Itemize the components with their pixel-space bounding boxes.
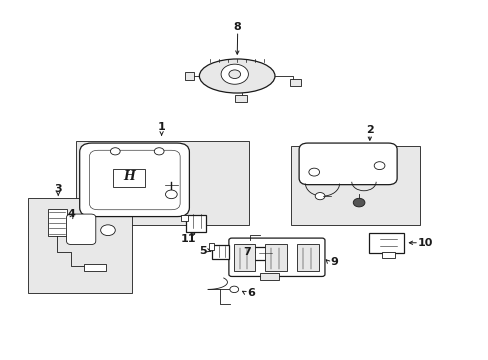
Text: H: H [123,170,135,183]
FancyBboxPatch shape [80,143,189,217]
Text: 10: 10 [416,238,432,248]
Ellipse shape [199,59,274,93]
Bar [260,273,278,280]
Bar [382,252,394,258]
Text: 11: 11 [180,234,196,244]
Text: 3: 3 [54,184,62,194]
Text: 7: 7 [243,247,250,257]
FancyBboxPatch shape [89,150,180,210]
Bar [251,247,275,260]
Circle shape [315,193,325,200]
Text: 1: 1 [158,122,165,132]
Bar [289,79,300,86]
Text: 9: 9 [329,257,338,267]
Bar [265,244,286,271]
Bar [184,72,194,80]
Circle shape [165,190,177,199]
Bar [76,140,249,225]
Text: 8: 8 [233,22,241,32]
Circle shape [308,168,319,176]
Bar [185,215,206,232]
Bar [290,146,419,225]
Circle shape [229,286,238,293]
Bar [181,215,188,221]
Bar [212,245,229,259]
Circle shape [373,162,384,170]
Circle shape [352,198,364,207]
Bar [83,264,105,271]
Bar [297,244,318,271]
Bar [233,244,255,271]
Circle shape [110,148,120,155]
Bar [27,198,132,293]
FancyBboxPatch shape [66,214,96,244]
Circle shape [101,225,115,235]
Text: 6: 6 [246,288,254,298]
Text: 2: 2 [365,125,373,135]
Bar [209,243,214,250]
FancyBboxPatch shape [299,143,396,185]
Circle shape [221,64,248,84]
Bar [48,209,66,235]
Bar [368,233,404,253]
Circle shape [154,148,163,155]
Circle shape [228,70,240,78]
FancyBboxPatch shape [228,238,325,276]
Text: 5: 5 [199,246,206,256]
Bar [234,95,246,102]
Text: 4: 4 [67,209,75,219]
Bar [113,168,144,187]
